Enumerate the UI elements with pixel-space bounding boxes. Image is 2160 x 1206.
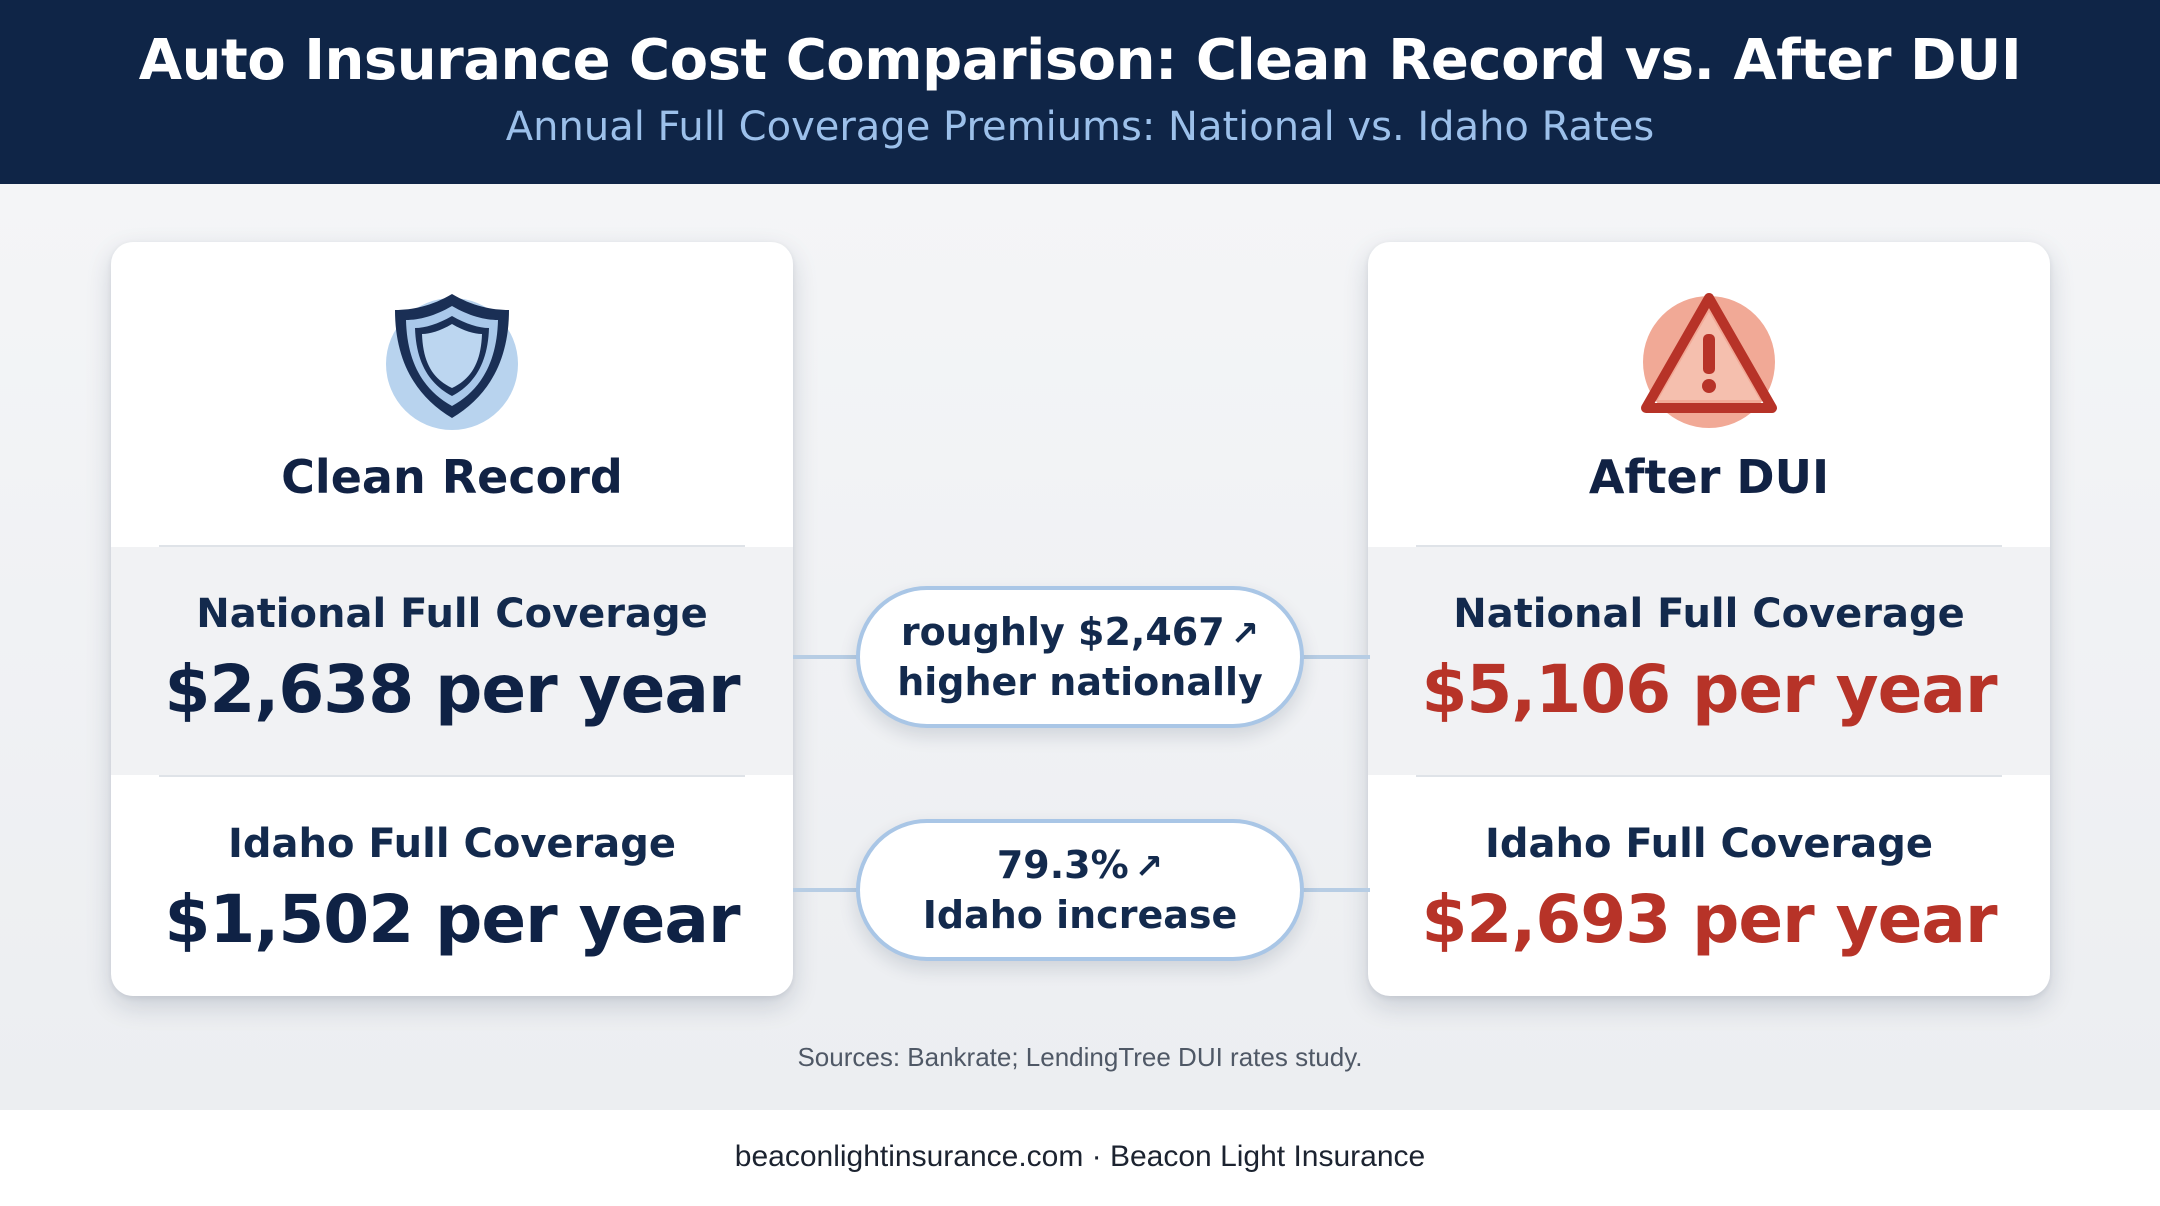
main-area: Clean Record National Full Coverage $2,6… [0, 184, 2160, 1110]
divider [1416, 545, 2002, 547]
footer: beaconlightinsurance.com · Beacon Light … [0, 1110, 2160, 1206]
connector-line [1298, 655, 1370, 659]
after-dui-card: After DUI National Full Coverage $5,106 … [1368, 242, 2050, 996]
page-title: Auto Insurance Cost Comparison: Clean Re… [138, 28, 2022, 93]
connector-line [793, 655, 863, 659]
clean-idaho-label: Idaho Full Coverage [227, 821, 677, 867]
divider [1416, 775, 2002, 777]
national-difference-amount: roughly $2,467 [900, 610, 1225, 654]
clean-national-section: National Full Coverage $2,638 per year [111, 547, 793, 775]
clean-national-label: National Full Coverage [196, 591, 708, 637]
idaho-increase-pill: 79.3% ↗ Idaho increase [856, 819, 1304, 961]
dui-idaho-section: Idaho Full Coverage $2,693 per year [1368, 777, 2050, 996]
national-difference-line1: roughly $2,467 ↗ [901, 608, 1259, 658]
clean-record-title: Clean Record [281, 450, 623, 504]
clean-record-card: Clean Record National Full Coverage $2,6… [111, 242, 793, 996]
divider [159, 545, 745, 547]
idaho-increase-line2: Idaho increase [922, 893, 1238, 937]
after-dui-title: After DUI [1588, 450, 1830, 504]
header: Auto Insurance Cost Comparison: Clean Re… [0, 0, 2160, 184]
shield-icon [111, 282, 793, 432]
national-difference-line2: higher nationally [897, 660, 1263, 704]
warning-icon [1368, 282, 2050, 432]
idaho-increase-percent: 79.3% [996, 843, 1129, 887]
arrow-up-right-icon: ↗ [1134, 847, 1164, 887]
sources-note: Sources: Bankrate; LendingTree DUI rates… [797, 1042, 1363, 1072]
clean-national-value: $2,638 per year [164, 651, 740, 728]
connector-line [793, 888, 863, 892]
dui-national-section: National Full Coverage $5,106 per year [1368, 547, 2050, 775]
connector-line [1298, 888, 1370, 892]
national-difference-pill: roughly $2,467 ↗ higher nationally [856, 586, 1304, 728]
clean-idaho-value: $1,502 per year [164, 881, 740, 958]
idaho-increase-line1: 79.3% ↗ [997, 841, 1163, 891]
divider [159, 775, 745, 777]
dui-national-value: $5,106 per year [1421, 651, 1997, 728]
page-subtitle: Annual Full Coverage Premiums: National … [505, 104, 1655, 150]
dui-idaho-label: Idaho Full Coverage [1484, 821, 1934, 867]
clean-idaho-section: Idaho Full Coverage $1,502 per year [111, 777, 793, 996]
dui-idaho-value: $2,693 per year [1421, 881, 1997, 958]
dui-national-label: National Full Coverage [1453, 591, 1965, 637]
footer-text: beaconlightinsurance.com · Beacon Light … [734, 1140, 1426, 1173]
arrow-up-right-icon: ↗ [1230, 614, 1260, 654]
